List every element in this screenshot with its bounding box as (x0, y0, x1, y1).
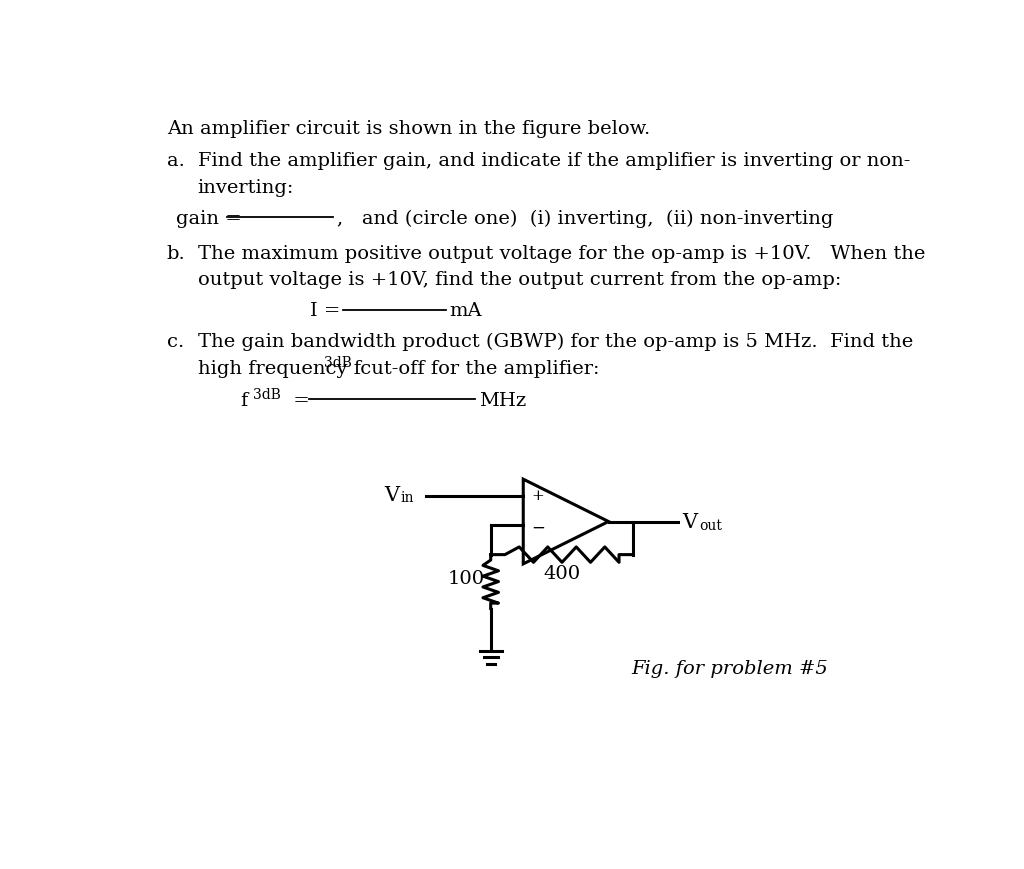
Text: +: + (531, 488, 544, 502)
Text: inverting:: inverting: (198, 179, 294, 197)
Text: mA: mA (450, 302, 482, 320)
Text: out: out (699, 518, 722, 532)
Text: 3dB: 3dB (253, 388, 281, 401)
Text: The maximum positive output voltage for the op-amp is +10V.   When the: The maximum positive output voltage for … (198, 244, 925, 262)
Text: −: − (531, 519, 545, 536)
Text: An amplifier circuit is shown in the figure below.: An amplifier circuit is shown in the fig… (167, 120, 650, 137)
Text: gain =: gain = (176, 209, 248, 228)
Text: 3dB: 3dB (324, 355, 352, 370)
Text: V: V (682, 513, 697, 532)
Text: =: = (287, 391, 315, 409)
Text: f: f (241, 391, 248, 409)
Text: Find the amplifier gain, and indicate if the amplifier is inverting or non-: Find the amplifier gain, and indicate if… (198, 152, 910, 170)
Text: The gain bandwidth product (GBWP) for the op-amp is 5 MHz.  Find the: The gain bandwidth product (GBWP) for th… (198, 333, 913, 351)
Text: c.: c. (167, 333, 184, 351)
Text: high frequency f: high frequency f (198, 360, 360, 378)
Text: I =: I = (310, 302, 347, 320)
Text: V: V (384, 485, 399, 504)
Text: MHz: MHz (479, 391, 526, 409)
Text: Fig. for problem #5: Fig. for problem #5 (632, 660, 828, 678)
Text: output voltage is +10V, find the output current from the op-amp:: output voltage is +10V, find the output … (198, 271, 841, 289)
Text: 400: 400 (544, 564, 581, 582)
Text: in: in (400, 490, 415, 504)
Text: ,   and (circle one)  (i) inverting,  (ii) non-inverting: , and (circle one) (i) inverting, (ii) n… (337, 209, 834, 228)
Text: cut-off for the amplifier:: cut-off for the amplifier: (354, 360, 600, 378)
Text: a.: a. (167, 152, 184, 170)
Text: 100: 100 (449, 570, 485, 587)
Text: b.: b. (167, 244, 185, 262)
